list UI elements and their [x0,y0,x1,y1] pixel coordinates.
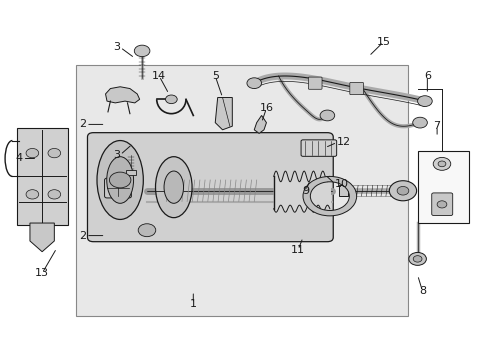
Circle shape [134,45,150,57]
Polygon shape [76,65,407,316]
Wedge shape [303,176,356,216]
Ellipse shape [106,157,133,203]
Circle shape [417,96,431,107]
Circle shape [138,224,156,237]
FancyBboxPatch shape [301,140,336,156]
Text: 4: 4 [16,153,22,163]
Circle shape [388,181,416,201]
Text: 6: 6 [423,71,430,81]
Ellipse shape [97,140,143,220]
FancyBboxPatch shape [417,151,468,223]
Text: 5: 5 [211,71,218,81]
Circle shape [436,201,446,208]
Polygon shape [30,223,54,252]
Circle shape [48,190,61,199]
Circle shape [109,172,131,188]
Text: 9: 9 [301,186,308,196]
Circle shape [26,190,39,199]
Polygon shape [215,98,232,130]
Circle shape [437,161,445,167]
Polygon shape [338,185,347,196]
FancyBboxPatch shape [87,133,332,242]
Polygon shape [105,87,140,103]
Text: 2: 2 [79,231,86,240]
Circle shape [412,256,421,262]
Circle shape [26,148,39,158]
FancyBboxPatch shape [17,128,68,225]
FancyBboxPatch shape [349,82,363,95]
Circle shape [408,252,426,265]
Ellipse shape [155,157,192,218]
Circle shape [320,110,334,121]
Circle shape [412,117,427,128]
Text: 3: 3 [113,42,120,52]
Text: 14: 14 [152,71,166,81]
Circle shape [432,157,450,170]
Text: 2: 2 [79,120,86,129]
Text: 10: 10 [334,179,348,189]
Text: 16: 16 [259,103,273,113]
Text: 3: 3 [113,150,120,160]
FancyBboxPatch shape [126,170,136,175]
Polygon shape [254,116,266,134]
Circle shape [165,95,177,104]
Text: 7: 7 [433,121,440,131]
Text: 12: 12 [336,138,350,147]
FancyBboxPatch shape [431,193,452,216]
FancyBboxPatch shape [104,178,131,198]
Circle shape [396,186,408,195]
Text: 13: 13 [35,268,49,278]
Circle shape [48,148,61,158]
Text: 11: 11 [290,245,305,255]
Circle shape [246,78,261,89]
Text: 1: 1 [189,299,196,309]
FancyBboxPatch shape [308,77,322,89]
Text: 15: 15 [376,37,390,47]
Text: 8: 8 [418,286,425,296]
Ellipse shape [163,171,183,203]
